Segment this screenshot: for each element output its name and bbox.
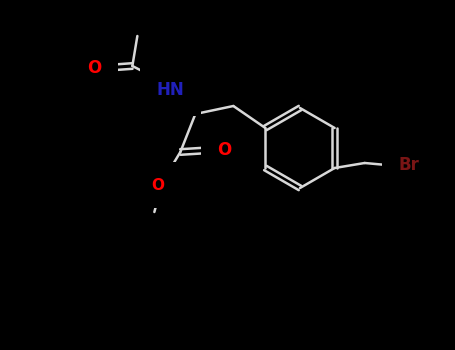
Text: HN: HN bbox=[157, 81, 184, 99]
Text: O: O bbox=[87, 59, 101, 77]
Text: O: O bbox=[151, 177, 164, 192]
Text: Br: Br bbox=[398, 156, 419, 174]
Text: O: O bbox=[217, 141, 232, 159]
